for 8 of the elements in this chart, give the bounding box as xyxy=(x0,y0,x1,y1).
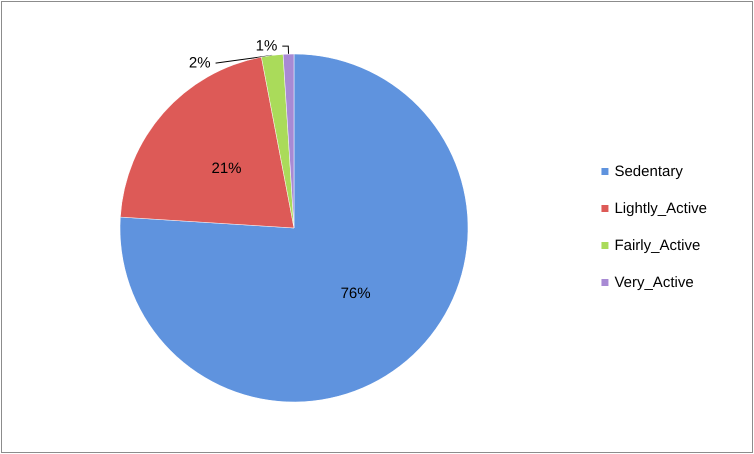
legend-label: Lightly_Active xyxy=(614,200,708,217)
legend-label: Sedentary xyxy=(614,163,684,180)
legend-label: Very_Active xyxy=(614,274,694,291)
data-label: 21% xyxy=(211,160,242,177)
data-label: 76% xyxy=(340,285,371,302)
legend-label: Fairly_Active xyxy=(614,237,700,254)
data-label: 2% xyxy=(188,54,211,72)
data-label: 1% xyxy=(256,38,278,55)
